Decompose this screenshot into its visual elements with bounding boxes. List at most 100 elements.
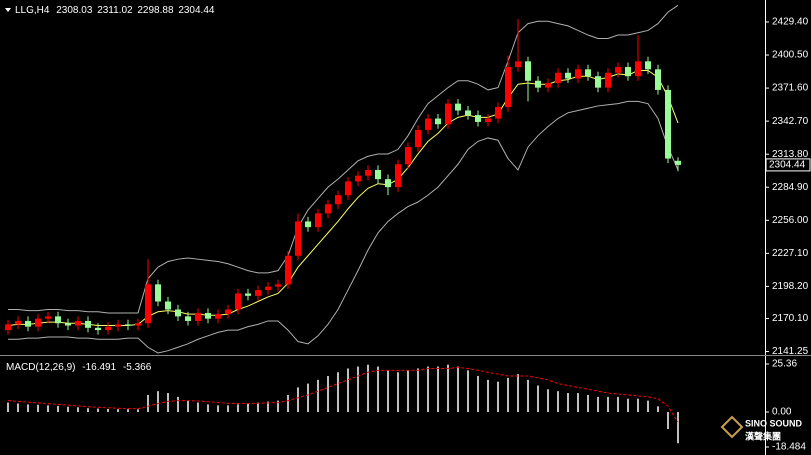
macd-bar: [487, 379, 489, 412]
candle-body: [115, 324, 121, 327]
macd-bar: [437, 366, 439, 412]
macd-bar: [627, 398, 629, 412]
macd-title: MACD(12,26,9): [6, 362, 75, 373]
candle-body: [45, 316, 51, 319]
price-tag: 2304.44: [769, 160, 806, 171]
candle-body: [105, 326, 111, 331]
candle-body: [515, 61, 521, 68]
watermark-line2: 漢聲集團: [745, 430, 781, 441]
y-tick-label: -18.484: [772, 442, 806, 453]
macd-bar: [327, 376, 329, 412]
candle-body: [375, 169, 381, 180]
y-tick-label: 2227.10: [772, 248, 809, 259]
macd-bar: [517, 374, 519, 412]
candle-body: [505, 67, 511, 108]
macd-bar: [127, 409, 129, 412]
candle-body: [395, 164, 401, 188]
candle-body: [145, 284, 151, 324]
y-tick-label: 2256.00: [772, 215, 809, 226]
macd-bar: [157, 391, 159, 412]
candle-body: [165, 301, 171, 310]
candle-body: [125, 324, 131, 326]
macd-bar: [37, 404, 39, 412]
macd-bar: [647, 400, 649, 412]
candle-body: [435, 118, 441, 125]
candle-body: [545, 83, 551, 88]
signal-line: [7, 367, 679, 423]
macd-bar: [397, 372, 399, 412]
macd-bar: [227, 405, 229, 412]
macd-bar: [167, 393, 169, 412]
macd-bar: [187, 400, 189, 412]
candle-body: [345, 181, 351, 196]
macd-bar: [267, 401, 269, 412]
macd-bar: [7, 402, 9, 412]
low: 2298.88: [137, 5, 174, 16]
y-tick-label: 0.00: [772, 407, 792, 418]
y-tick-label: 2400.50: [772, 50, 809, 61]
candle-body: [265, 286, 271, 291]
candle-body: [565, 72, 571, 79]
macd-bar: [197, 402, 199, 412]
y-tick-label: 2429.40: [772, 17, 809, 28]
macd-bar: [47, 405, 49, 412]
y-tick-label: 2371.60: [772, 83, 809, 94]
y-tick-label: 2198.20: [772, 281, 809, 292]
menu-arrow: [5, 8, 11, 12]
macd-bar: [287, 394, 289, 412]
y-tick-label: 2284.90: [772, 182, 809, 193]
macd-bar: [277, 400, 279, 412]
macd-bar: [557, 391, 559, 412]
watermark-line1: SINO SOUND: [745, 418, 803, 428]
candle-body: [215, 314, 221, 319]
macd-bar: [467, 370, 469, 412]
macd-bar: [307, 383, 309, 412]
close: 2304.44: [178, 5, 215, 16]
y-tick-label: 2342.70: [772, 116, 809, 127]
symbol: LLG,H4: [15, 5, 50, 16]
macd-bar: [617, 396, 619, 412]
macd-bar: [217, 405, 219, 412]
macd-bar: [377, 366, 379, 412]
macd-bar: [77, 407, 79, 412]
candle-body: [15, 320, 21, 325]
macd-bar: [17, 403, 19, 412]
macd-bar: [257, 402, 259, 412]
overlay-line: [8, 100, 679, 354]
candle-body: [665, 89, 671, 159]
candle-body: [85, 320, 91, 328]
macd-bar: [57, 405, 59, 412]
candle-body: [175, 309, 181, 317]
macd-bar: [597, 396, 599, 412]
macd-bar: [607, 396, 609, 412]
watermark: SINO SOUND 漢聲集團: [720, 415, 803, 441]
macd-bar: [567, 393, 569, 412]
macd-value: -16.491: [82, 362, 116, 373]
candle-body: [285, 255, 291, 285]
candle-body: [295, 221, 301, 256]
y-tick-label: 25.36: [772, 359, 797, 370]
candle-body: [485, 118, 491, 122]
high: 2311.02: [97, 5, 133, 16]
candle-body: [625, 67, 631, 77]
macd-bar: [347, 368, 349, 412]
macd-bar: [87, 408, 89, 412]
signal-value: -5.366: [123, 362, 152, 373]
macd-bar: [417, 368, 419, 412]
candle-body: [535, 80, 541, 88]
macd-bar: [207, 404, 209, 412]
macd-bar: [337, 372, 339, 412]
macd-bar: [657, 406, 659, 412]
macd-bar: [447, 364, 449, 412]
macd-bar: [427, 366, 429, 412]
candle-body: [65, 323, 71, 326]
macd-bar: [107, 408, 109, 412]
macd-bar: [147, 394, 149, 412]
macd-bar: [247, 403, 249, 412]
candle-body: [55, 316, 61, 324]
macd-bar: [497, 381, 499, 412]
candle-body: [595, 76, 601, 88]
